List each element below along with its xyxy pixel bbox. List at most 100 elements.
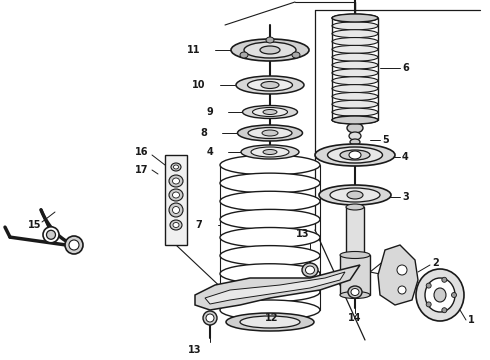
Ellipse shape xyxy=(220,282,320,302)
Text: 13: 13 xyxy=(188,345,202,355)
Ellipse shape xyxy=(351,288,359,296)
Ellipse shape xyxy=(231,39,309,61)
Text: 11: 11 xyxy=(187,45,200,55)
Ellipse shape xyxy=(416,269,464,321)
Ellipse shape xyxy=(332,69,378,77)
Text: 9: 9 xyxy=(206,107,213,117)
Ellipse shape xyxy=(236,76,304,94)
Ellipse shape xyxy=(442,277,447,282)
Ellipse shape xyxy=(172,207,179,213)
Ellipse shape xyxy=(220,210,320,229)
Ellipse shape xyxy=(332,14,378,22)
Text: 15: 15 xyxy=(28,220,42,230)
Ellipse shape xyxy=(240,52,248,58)
Text: 4: 4 xyxy=(206,147,213,157)
Ellipse shape xyxy=(332,100,378,108)
Polygon shape xyxy=(195,265,360,310)
Ellipse shape xyxy=(261,81,279,89)
Ellipse shape xyxy=(332,22,378,30)
Ellipse shape xyxy=(426,302,431,307)
Ellipse shape xyxy=(220,191,320,211)
Ellipse shape xyxy=(319,185,391,205)
Ellipse shape xyxy=(442,308,447,313)
Ellipse shape xyxy=(332,30,378,38)
Ellipse shape xyxy=(226,313,314,331)
Ellipse shape xyxy=(170,220,182,230)
Text: 7: 7 xyxy=(195,220,202,230)
Ellipse shape xyxy=(426,283,431,288)
Ellipse shape xyxy=(451,292,457,297)
Ellipse shape xyxy=(203,311,217,325)
Text: 5: 5 xyxy=(382,135,389,145)
Text: 3: 3 xyxy=(402,192,409,202)
Ellipse shape xyxy=(348,286,362,298)
Ellipse shape xyxy=(220,264,320,284)
Ellipse shape xyxy=(169,175,183,187)
Text: 16: 16 xyxy=(134,147,148,157)
Ellipse shape xyxy=(332,45,378,53)
Ellipse shape xyxy=(315,144,395,166)
Ellipse shape xyxy=(263,109,277,114)
Ellipse shape xyxy=(349,151,361,159)
Ellipse shape xyxy=(346,252,364,258)
Text: 2: 2 xyxy=(432,258,439,268)
Ellipse shape xyxy=(247,79,293,91)
Polygon shape xyxy=(378,245,418,305)
Ellipse shape xyxy=(332,53,378,61)
Bar xyxy=(346,207,364,255)
Ellipse shape xyxy=(332,61,378,69)
Text: 12: 12 xyxy=(265,313,279,323)
Ellipse shape xyxy=(172,192,179,198)
Ellipse shape xyxy=(243,105,297,118)
Ellipse shape xyxy=(340,252,370,258)
Ellipse shape xyxy=(248,127,292,139)
Text: 14: 14 xyxy=(348,313,362,323)
Text: 13: 13 xyxy=(296,229,310,239)
Ellipse shape xyxy=(425,278,455,312)
Text: 1: 1 xyxy=(468,315,475,325)
Ellipse shape xyxy=(397,265,407,275)
Ellipse shape xyxy=(251,147,289,157)
Ellipse shape xyxy=(266,37,274,43)
Ellipse shape xyxy=(173,165,178,169)
Ellipse shape xyxy=(332,77,378,85)
Ellipse shape xyxy=(332,85,378,93)
Ellipse shape xyxy=(252,108,288,117)
Ellipse shape xyxy=(43,227,59,243)
Ellipse shape xyxy=(292,52,300,58)
Ellipse shape xyxy=(220,173,320,193)
Ellipse shape xyxy=(169,203,183,217)
Ellipse shape xyxy=(172,178,179,184)
Ellipse shape xyxy=(220,300,320,320)
Ellipse shape xyxy=(69,240,79,250)
Bar xyxy=(165,155,187,245)
Ellipse shape xyxy=(332,37,378,45)
Ellipse shape xyxy=(332,14,378,22)
Bar xyxy=(340,255,370,295)
Ellipse shape xyxy=(302,263,318,277)
Ellipse shape xyxy=(241,145,299,159)
Ellipse shape xyxy=(305,266,315,274)
Ellipse shape xyxy=(240,316,300,328)
Ellipse shape xyxy=(262,130,278,136)
Ellipse shape xyxy=(47,230,55,239)
Ellipse shape xyxy=(220,155,320,175)
Polygon shape xyxy=(205,272,345,304)
Text: 6: 6 xyxy=(402,63,409,73)
Ellipse shape xyxy=(332,116,378,124)
Ellipse shape xyxy=(332,93,378,100)
Ellipse shape xyxy=(220,246,320,266)
Text: 4: 4 xyxy=(402,152,409,162)
Ellipse shape xyxy=(347,191,363,199)
Ellipse shape xyxy=(173,222,179,228)
Ellipse shape xyxy=(349,132,361,140)
Ellipse shape xyxy=(332,116,378,124)
Ellipse shape xyxy=(347,123,363,133)
Text: 17: 17 xyxy=(134,165,148,175)
Ellipse shape xyxy=(340,150,370,160)
Ellipse shape xyxy=(434,288,446,302)
Ellipse shape xyxy=(238,125,302,141)
Text: 10: 10 xyxy=(192,80,205,90)
Ellipse shape xyxy=(346,204,364,210)
Ellipse shape xyxy=(169,189,183,201)
